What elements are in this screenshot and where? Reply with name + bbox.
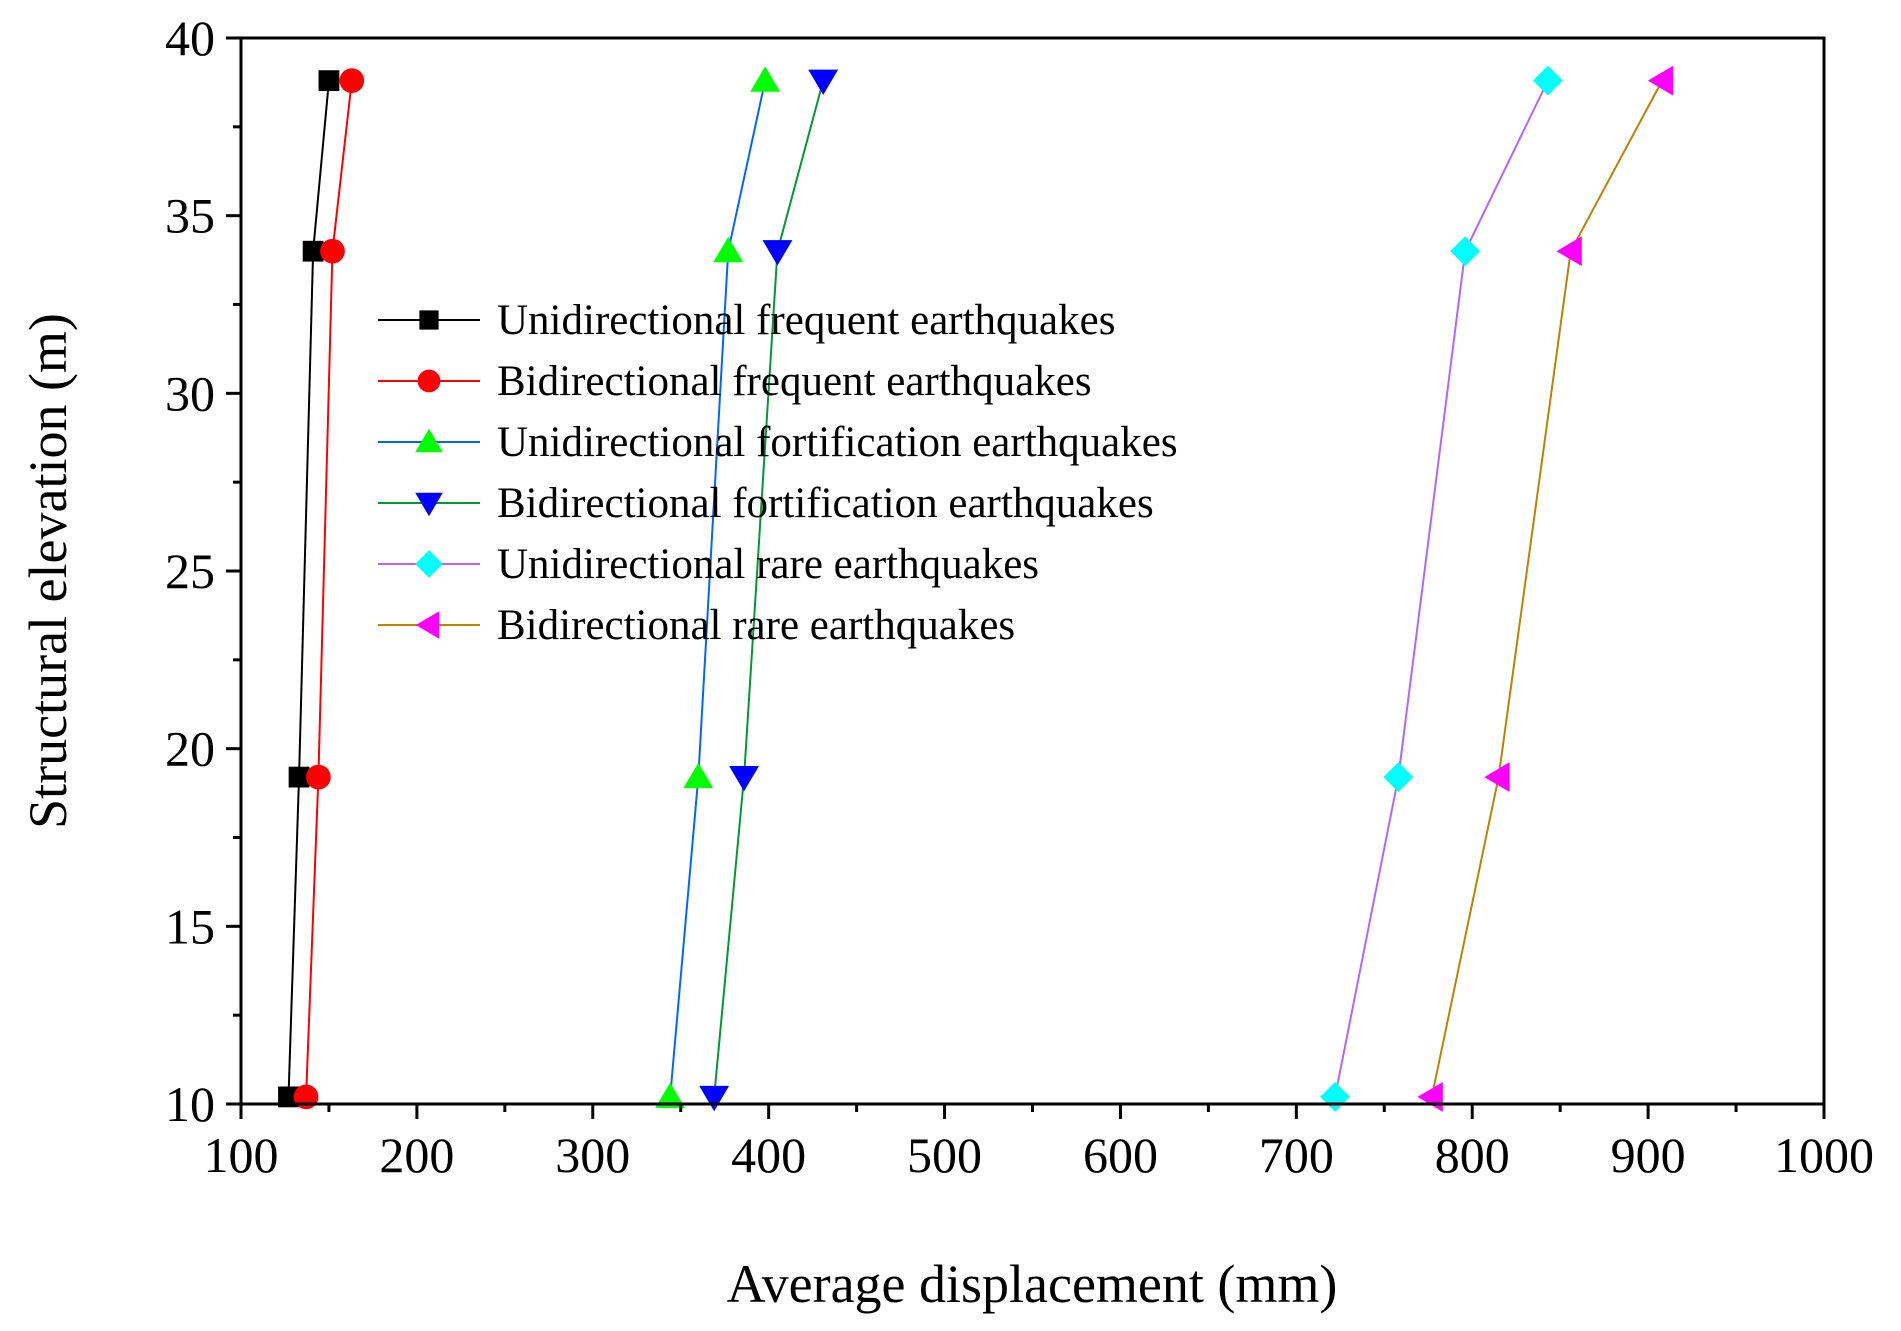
series-line xyxy=(305,80,353,1097)
x-tick-label: 1000 xyxy=(1774,1127,1874,1183)
data-point xyxy=(1647,65,1674,96)
data-point xyxy=(278,1086,299,1108)
data-point xyxy=(302,240,324,262)
legend-label: Bidirectional fortification earthquakes xyxy=(497,480,1154,527)
series-line xyxy=(669,80,767,1097)
x-tick-label: 400 xyxy=(731,1127,806,1183)
legend-item: Bidirectional frequent earthquakes xyxy=(378,358,1092,405)
legend-item: Unidirectional rare earthquakes xyxy=(378,541,1039,588)
data-point xyxy=(293,1084,319,1110)
x-axis-title: Average displacement (mm) xyxy=(727,1254,1338,1314)
data-point xyxy=(288,766,310,788)
series-2 xyxy=(293,68,365,1110)
data-point xyxy=(683,762,714,789)
legend-item: Unidirectional fortification earthquakes xyxy=(378,419,1178,466)
data-point xyxy=(318,70,340,92)
data-point xyxy=(1484,762,1510,793)
y-tick-label: 10 xyxy=(165,1076,215,1132)
y-axis-title: Structural elevation (m) xyxy=(18,313,78,829)
y-tick-label: 15 xyxy=(165,898,215,954)
data-point xyxy=(729,766,759,792)
x-tick-label: 600 xyxy=(1083,1127,1158,1183)
data-point xyxy=(1383,762,1414,793)
x-tick-label: 300 xyxy=(555,1127,630,1183)
y-tick-label: 40 xyxy=(165,10,215,66)
data-point xyxy=(699,1085,730,1112)
data-point xyxy=(762,240,793,266)
data-point xyxy=(1320,1081,1350,1112)
legend-label: Unidirectional fortification earthquakes xyxy=(497,419,1178,466)
y-tick-label: 25 xyxy=(165,543,215,599)
legend-marker xyxy=(415,550,443,578)
data-point xyxy=(1532,65,1563,96)
data-point xyxy=(655,1082,686,1108)
series-4 xyxy=(699,69,839,1112)
y-tick-label: 30 xyxy=(165,365,215,421)
data-point xyxy=(339,68,365,93)
series-1 xyxy=(278,70,340,1108)
legend-marker xyxy=(415,428,443,453)
series-line xyxy=(1334,80,1549,1098)
series-line xyxy=(713,80,825,1097)
data-point xyxy=(320,238,345,264)
x-tick-label: 500 xyxy=(907,1127,982,1183)
data-point xyxy=(808,69,839,95)
x-tick-label: 900 xyxy=(1611,1127,1686,1183)
legend-marker xyxy=(415,611,440,639)
series-6 xyxy=(1417,65,1674,1112)
legend-label: Bidirectional rare earthquakes xyxy=(497,602,1015,649)
legend-marker xyxy=(419,310,439,330)
legend-item: Bidirectional fortification earthquakes xyxy=(378,480,1154,527)
legend-item: Unidirectional frequent earthquakes xyxy=(378,297,1115,344)
y-tick-label: 35 xyxy=(165,188,215,244)
data-point xyxy=(1417,1081,1443,1112)
x-tick-label: 200 xyxy=(379,1127,454,1183)
series-line xyxy=(287,80,330,1097)
series-layer xyxy=(278,65,1674,1112)
y-tick-label: 20 xyxy=(165,721,215,777)
data-point xyxy=(1556,236,1582,267)
data-point xyxy=(713,236,744,263)
legend-label: Unidirectional rare earthquakes xyxy=(497,541,1039,588)
x-tick-label: 100 xyxy=(204,1127,279,1183)
x-tick-label: 700 xyxy=(1259,1127,1334,1183)
data-point xyxy=(1450,236,1481,267)
legend-marker xyxy=(415,492,443,517)
series-3 xyxy=(655,66,781,1108)
series-5 xyxy=(1320,65,1563,1112)
legend: Unidirectional frequent earthquakes Bidir… xyxy=(378,297,1178,649)
ticks-layer: 100 200 300 400 500 600 700 800 900 1000 10 15 20 25 3… xyxy=(165,10,1874,1183)
data-point xyxy=(306,764,331,790)
legend-item: Bidirectional rare earthquakes xyxy=(378,602,1015,649)
legend-label: Unidirectional frequent earthquakes xyxy=(497,297,1115,344)
legend-label: Bidirectional frequent earthquakes xyxy=(497,358,1092,405)
x-tick-label: 800 xyxy=(1435,1127,1510,1183)
legend-marker xyxy=(417,369,441,393)
series-line xyxy=(1430,80,1664,1098)
data-point xyxy=(750,66,781,92)
